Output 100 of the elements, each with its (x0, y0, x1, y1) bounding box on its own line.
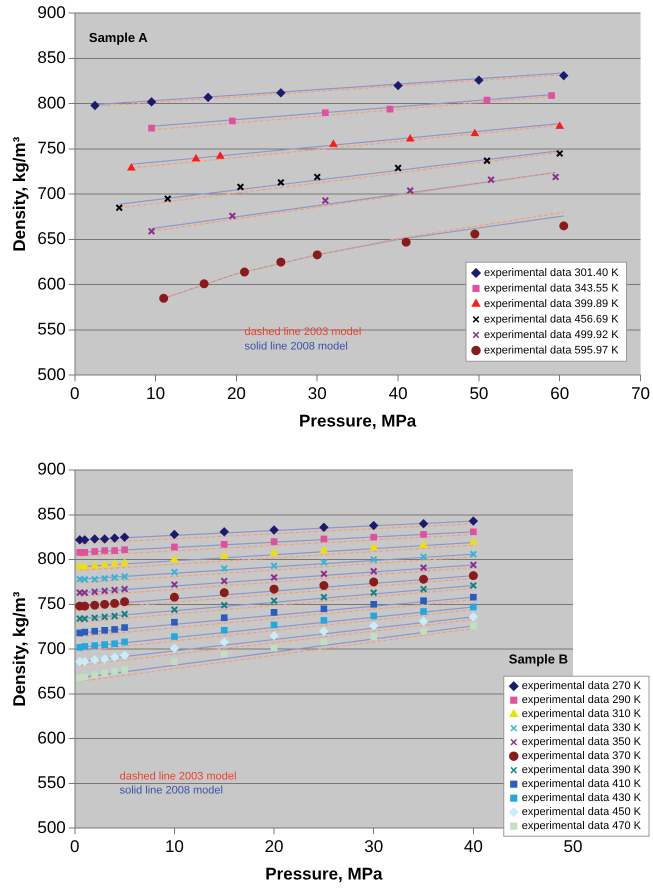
point (369, 621, 378, 630)
point (277, 178, 285, 186)
point (220, 551, 228, 558)
point (204, 92, 213, 102)
legend-label: experimental data 310 K (522, 708, 642, 720)
point (115, 204, 124, 212)
point (229, 118, 236, 124)
point (552, 173, 560, 181)
point (90, 614, 99, 622)
point (419, 616, 428, 626)
point (474, 76, 484, 85)
x-axis-title: Pressure, MPa (299, 411, 417, 430)
point (170, 580, 178, 588)
point (420, 540, 428, 548)
point (320, 605, 328, 612)
point (101, 670, 108, 677)
point (468, 516, 478, 526)
legend-label: experimental data 430 K (522, 792, 642, 804)
point (81, 674, 88, 680)
point (370, 543, 378, 550)
x-tick-label: 70 (631, 384, 650, 404)
point (220, 527, 229, 536)
point (270, 584, 279, 594)
y-tick-label: 700 (37, 184, 66, 203)
point (171, 658, 178, 665)
point (111, 640, 118, 648)
point (147, 97, 156, 106)
point (470, 129, 479, 136)
point (170, 592, 179, 602)
point (470, 582, 478, 590)
point (370, 612, 378, 620)
point (228, 212, 236, 220)
point (468, 571, 478, 580)
point (120, 650, 130, 660)
point (100, 613, 108, 621)
y-tick-label: 650 (37, 229, 66, 248)
point (270, 574, 278, 582)
point (159, 294, 168, 303)
point (170, 555, 178, 562)
point (220, 626, 228, 634)
y-axis-title: Density, kg/m³ (10, 591, 29, 707)
point (171, 544, 178, 550)
point (100, 654, 110, 664)
point (91, 672, 98, 678)
point (329, 140, 338, 147)
point (220, 541, 228, 548)
x-tick-label: 10 (164, 837, 184, 856)
point (240, 268, 249, 277)
y-tick-label: 800 (37, 549, 66, 568)
y-tick-label: 900 (37, 460, 66, 479)
point (556, 122, 564, 129)
point (420, 564, 428, 572)
y-tick-label: 500 (37, 364, 66, 384)
x-tick-label: 50 (564, 837, 582, 856)
point (370, 600, 378, 608)
point (148, 124, 155, 132)
point (90, 655, 100, 664)
x-tick-label: 0 (70, 384, 80, 404)
point (100, 600, 110, 609)
x-tick-label: 40 (464, 837, 483, 856)
point (322, 109, 329, 116)
point (91, 548, 98, 555)
x-tick-label: 50 (469, 384, 488, 404)
point (270, 596, 278, 605)
point (120, 532, 130, 542)
point (320, 536, 328, 542)
point (90, 534, 100, 544)
y-tick-label: 550 (37, 773, 66, 792)
point (470, 528, 477, 536)
point (370, 588, 378, 597)
annotation: solid line 2008 model (120, 784, 223, 797)
point (120, 558, 129, 566)
point (220, 588, 229, 598)
point (556, 150, 564, 158)
point (101, 547, 108, 554)
point (216, 152, 224, 159)
point (91, 642, 98, 649)
y-tick-label: 500 (37, 818, 66, 837)
legend-label: experimental data 390 K (522, 764, 642, 776)
x-tick-label: 20 (264, 837, 284, 856)
point (312, 250, 322, 260)
y-tick-label: 850 (37, 504, 66, 524)
point (110, 612, 118, 620)
point (120, 572, 128, 580)
point (170, 606, 178, 614)
point (111, 547, 118, 554)
y-tick-label: 850 (37, 48, 66, 68)
point (320, 546, 328, 554)
x-tick-label: 0 (70, 837, 80, 856)
point (110, 560, 119, 567)
point (470, 550, 478, 558)
point (470, 622, 477, 630)
point (394, 81, 403, 90)
point (369, 521, 378, 530)
point (90, 575, 99, 584)
point (270, 526, 279, 534)
legend-label: experimental data 499.92 K (484, 328, 620, 341)
point (121, 638, 128, 646)
point (484, 96, 490, 104)
point (80, 562, 89, 570)
